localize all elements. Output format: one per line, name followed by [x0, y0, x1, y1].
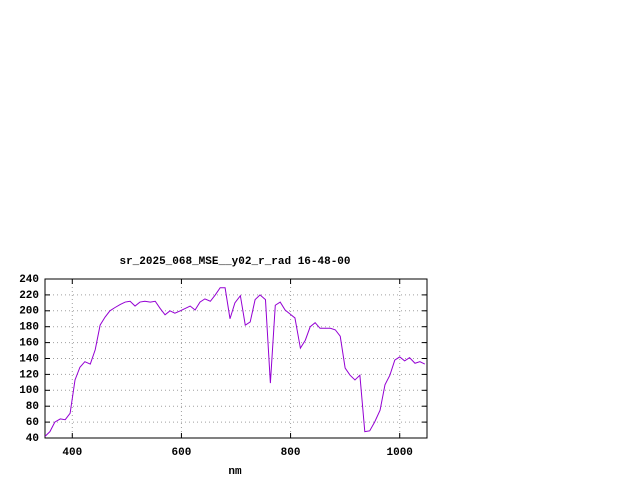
y-tick-label: 160	[19, 338, 39, 350]
y-tick-label: 80	[26, 401, 39, 413]
x-axis-label: nm	[228, 466, 242, 478]
y-tick-label: 100	[19, 385, 39, 397]
y-tick-label: 240	[19, 274, 39, 286]
x-tick-label: 1000	[387, 447, 413, 459]
x-tick-label: 800	[281, 447, 301, 459]
data-line	[44, 287, 426, 437]
y-tick-label: 120	[19, 369, 39, 381]
y-tick-label: 180	[19, 322, 39, 334]
y-tick-label: 220	[19, 290, 39, 302]
y-tick-label: 60	[26, 417, 39, 429]
y-tick-label: 40	[26, 433, 39, 445]
chart-title: sr_2025_068_MSE__y02_r_rad 16-48-00	[119, 256, 350, 268]
y-tick-label: 140	[19, 353, 39, 365]
x-tick-label: 400	[62, 447, 82, 459]
plot-border	[44, 278, 428, 439]
y-tick-label: 200	[19, 306, 39, 318]
x-tick-label: 600	[172, 447, 192, 459]
